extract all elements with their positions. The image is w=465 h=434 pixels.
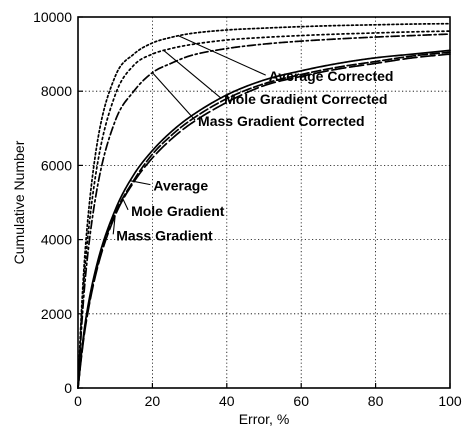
x-tick-label: 0: [74, 393, 82, 409]
x-tick-label: 40: [219, 393, 235, 409]
annotation-label-3: Mass Gradient Corrected: [198, 113, 364, 129]
annotation-leader: [178, 35, 266, 76]
y-tick-label: 2000: [41, 306, 72, 322]
annotation-label-2: Mole Gradient Corrected: [224, 91, 387, 107]
y-tick-label: 8000: [41, 83, 72, 99]
series-line-1: [77, 22, 451, 389]
plot-frame: [77, 16, 451, 389]
series-line-4: [77, 49, 451, 389]
y-tick-label: 0: [64, 380, 72, 396]
y-tick-label: 4000: [41, 232, 72, 248]
annotation-layer: Average Corrected Mole Gradient Corrected…: [112, 35, 394, 243]
series-line-2: [77, 30, 451, 389]
x-tick-label: 100: [438, 393, 462, 409]
x-tick-label: 20: [145, 393, 161, 409]
annotation-label-4: Average: [153, 178, 208, 194]
x-axis-label: Error, %: [239, 411, 290, 427]
y-axis-label: Cumulative Number: [11, 140, 27, 264]
tick-layer: 0 20 40 60 80 100 0 2000 4000 6000 8000 10000: [33, 9, 462, 409]
annotation-label-6: Mass Gradient: [116, 227, 213, 243]
series-line-6: [77, 53, 451, 389]
annotation-leader: [129, 180, 151, 186]
annotation-label-1: Average Corrected: [269, 68, 394, 84]
annotation-leader: [112, 215, 116, 235]
x-tick-label: 60: [293, 393, 309, 409]
series-line-5: [77, 51, 451, 389]
y-tick-label: 10000: [33, 9, 72, 25]
x-tick-label: 80: [368, 393, 384, 409]
grid-layer: [78, 17, 450, 388]
annotation-leader: [151, 72, 196, 121]
annotation-label-5: Mole Gradient: [131, 203, 225, 219]
series-line-3: [77, 33, 451, 389]
y-tick-label: 6000: [41, 157, 72, 173]
annotation-leader: [122, 198, 129, 211]
series-layer: [77, 22, 451, 389]
annotation-leader: [163, 49, 222, 99]
